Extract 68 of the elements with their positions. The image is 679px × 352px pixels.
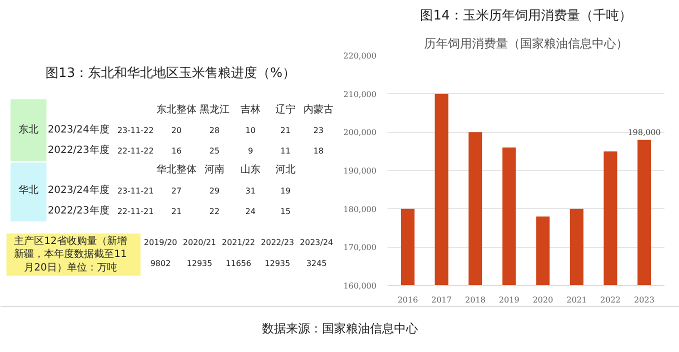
text: 22-11-21 <box>117 206 154 216</box>
text: 2022/23年度 <box>48 144 110 156</box>
chart-title: 图14：玉米历年饲用消费量（千吨） <box>420 8 632 24</box>
text: 2022/23年度 <box>48 204 110 216</box>
data-label: 198,000 <box>628 128 661 137</box>
text: 31 <box>245 186 256 196</box>
text: 11 <box>280 146 291 156</box>
text: 18 <box>313 146 324 156</box>
x-tick-label: 2020 <box>532 296 554 304</box>
chart-subtitle: 历年饲用消费量（国家粮油信息中心） <box>424 36 628 50</box>
text: 19 <box>280 186 291 196</box>
text: 2022/23 <box>260 238 294 248</box>
text: 10 <box>245 126 256 136</box>
text: 23 <box>313 126 324 136</box>
text: 东北整体 <box>156 103 196 116</box>
text: 9 <box>248 146 254 156</box>
text: 16 <box>171 146 182 156</box>
text: 22 <box>209 206 220 216</box>
text: 内蒙古 <box>304 103 334 116</box>
source-note: 数据来源：国家粮油信息中心 <box>262 322 418 336</box>
text: 3245 <box>306 258 327 268</box>
text: 2023/24 <box>300 238 334 248</box>
y-tick-label: 160,000 <box>343 282 377 290</box>
text: 27 <box>171 186 182 196</box>
text: 辽宁 <box>276 103 296 116</box>
text: 12935 <box>264 258 290 268</box>
x-tick-label: 2018 <box>465 296 486 304</box>
text: 22-11-22 <box>117 146 154 156</box>
text: 12935 <box>186 258 212 268</box>
text: 20 <box>171 126 182 136</box>
text: 山东 <box>240 164 260 176</box>
text: 24 <box>245 206 256 216</box>
text: 29 <box>209 186 220 196</box>
text: 23-11-22 <box>117 126 154 136</box>
text: 2021/22 <box>222 238 256 248</box>
y-tick-label: 180,000 <box>343 204 377 214</box>
text: 东北 <box>18 124 38 136</box>
x-tick-label: 2017 <box>431 296 452 304</box>
text: 21 <box>280 126 291 136</box>
x-tick-label: 2019 <box>498 296 520 304</box>
text: 25 <box>209 146 220 156</box>
y-tick-label: 170,000 <box>343 243 377 252</box>
x-tick-label: 2016 <box>398 296 418 304</box>
text: 2019/20 <box>144 238 178 248</box>
text: 华北 <box>18 184 38 196</box>
text: 9802 <box>150 258 171 268</box>
text: 11656 <box>226 258 252 268</box>
text: 华北整体 <box>156 164 196 176</box>
text: 黑龙江 <box>200 103 230 116</box>
text: 图13：东北和华北地区玉米售粮进度（%） <box>46 65 296 82</box>
x-tick-label: 2021 <box>566 296 587 304</box>
text: 主产区12省收购量（新增新疆，本年度数据截至11月20日）单位：万吨 <box>14 234 127 274</box>
x-tick-label: 2022 <box>600 296 621 304</box>
x-tick-label: 2023 <box>634 296 654 304</box>
text: 2020/21 <box>182 238 216 248</box>
y-tick-label: 210,000 <box>343 90 377 99</box>
text: 吉林 <box>240 103 260 116</box>
text: 15 <box>280 206 291 216</box>
y-tick-label: 200,000 <box>343 128 377 138</box>
text: 2023/24年度 <box>48 124 110 136</box>
text: 河北 <box>276 164 296 176</box>
text: 23-11-21 <box>117 186 154 196</box>
text: 21 <box>171 206 182 216</box>
y-tick-label: 190,000 <box>343 166 377 176</box>
y-tick-label: 220,000 <box>343 52 377 60</box>
text: 28 <box>209 126 220 136</box>
text: 河南 <box>204 164 224 176</box>
text: 2023/24年度 <box>48 184 110 196</box>
